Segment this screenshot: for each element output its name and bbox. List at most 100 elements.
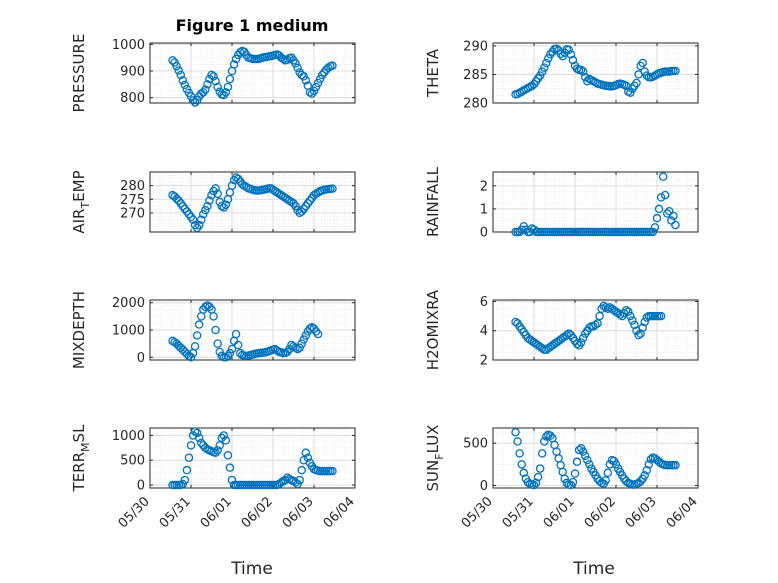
data-point bbox=[537, 344, 547, 353]
data-point bbox=[611, 460, 621, 469]
x-tick-label: 06/04 bbox=[321, 494, 358, 531]
data-point bbox=[576, 65, 586, 75]
data-point bbox=[515, 449, 524, 458]
data-point bbox=[291, 478, 300, 487]
x-tick-label: 05/31 bbox=[157, 494, 194, 531]
data-point bbox=[513, 437, 522, 446]
y-tick-label: 1 bbox=[480, 202, 488, 217]
data-point bbox=[303, 453, 313, 463]
subplot-5: 0 1000 2000 MIXDEPTH bbox=[70, 291, 356, 369]
data-point bbox=[315, 74, 325, 84]
data-point bbox=[211, 325, 220, 335]
data-point bbox=[227, 181, 237, 190]
data-point bbox=[517, 460, 526, 469]
data-point bbox=[196, 215, 206, 224]
x-axis-label-left: Time bbox=[230, 559, 273, 579]
data-point bbox=[209, 312, 218, 321]
data-point bbox=[578, 447, 588, 456]
data-point bbox=[223, 451, 233, 460]
data-point bbox=[642, 71, 652, 80]
data-point bbox=[291, 59, 300, 68]
y-tick-label: 270 bbox=[120, 206, 145, 221]
data-point bbox=[203, 80, 212, 89]
subplot-2: 280 285 290 THETA bbox=[424, 39, 699, 112]
data-point bbox=[603, 304, 613, 314]
data-point bbox=[566, 50, 576, 59]
data-point bbox=[654, 204, 664, 214]
data-point bbox=[184, 453, 194, 463]
data-point bbox=[211, 184, 220, 193]
data-point bbox=[540, 63, 549, 72]
data-point bbox=[622, 305, 631, 315]
y-axis-label: RAINFALL bbox=[424, 166, 442, 237]
data-point bbox=[225, 74, 235, 84]
x-tick-label: 06/03 bbox=[623, 494, 660, 531]
data-point bbox=[305, 88, 315, 97]
data-point bbox=[646, 455, 656, 464]
data-point bbox=[638, 323, 647, 333]
data-point bbox=[626, 88, 635, 97]
data-point bbox=[542, 58, 551, 68]
data-point bbox=[188, 96, 198, 105]
data-point bbox=[313, 329, 323, 339]
y-axis-label: PRESSURE bbox=[70, 34, 88, 113]
data-point bbox=[215, 441, 224, 450]
data-point bbox=[211, 448, 220, 458]
data-point bbox=[603, 468, 613, 478]
data-point bbox=[293, 479, 302, 489]
data-point bbox=[180, 80, 190, 90]
data-point bbox=[297, 465, 306, 475]
data-point bbox=[601, 476, 611, 485]
data-point bbox=[311, 82, 321, 92]
data-point bbox=[615, 310, 625, 319]
data-point bbox=[201, 443, 210, 453]
data-point bbox=[221, 88, 231, 97]
axes-box bbox=[149, 171, 356, 233]
data-point bbox=[278, 54, 288, 64]
x-tick-label: 06/04 bbox=[664, 494, 701, 531]
y-tick-label: 2 bbox=[480, 179, 488, 194]
data-point bbox=[578, 333, 588, 343]
data-point bbox=[186, 92, 196, 101]
x-tick-label: 05/30 bbox=[116, 494, 153, 531]
data-point bbox=[542, 432, 551, 441]
data-point bbox=[660, 190, 670, 200]
data-point bbox=[203, 201, 212, 211]
data-point bbox=[297, 339, 306, 348]
data-point bbox=[201, 205, 210, 215]
y-tick-label: 6 bbox=[480, 295, 488, 310]
x-tick-label: 05/31 bbox=[500, 494, 537, 531]
data-point bbox=[297, 70, 306, 80]
data-point bbox=[537, 67, 547, 76]
data-point bbox=[634, 330, 643, 340]
data-point bbox=[283, 473, 292, 482]
data-point bbox=[671, 460, 680, 470]
data-point bbox=[562, 478, 572, 488]
data-point bbox=[207, 70, 216, 80]
y-tick-label: 280 bbox=[463, 97, 488, 112]
data-point bbox=[585, 460, 594, 469]
data-point bbox=[190, 342, 200, 351]
data-point bbox=[192, 331, 202, 340]
data-point bbox=[233, 340, 243, 350]
y-axis-label: THETA bbox=[424, 48, 442, 98]
data-point bbox=[213, 446, 222, 455]
y-tick-label: 280 bbox=[120, 179, 145, 194]
data-point bbox=[638, 58, 647, 68]
data-point bbox=[178, 76, 188, 85]
y-tick-label: 4 bbox=[480, 324, 488, 339]
data-point bbox=[221, 436, 231, 445]
y-axis-label: H2OMIXRA bbox=[424, 289, 442, 370]
data-point bbox=[568, 55, 578, 65]
data-point bbox=[192, 428, 202, 438]
data-point bbox=[583, 455, 592, 465]
data-point bbox=[624, 307, 633, 316]
data-point bbox=[519, 468, 529, 478]
subplot-7: 0 500 1000 05/30 05/31 06/01 06/02 06/03 06/04 TE… bbox=[70, 424, 358, 531]
data-point bbox=[535, 464, 545, 473]
y-tick-label: 0 bbox=[480, 226, 488, 241]
data-point bbox=[328, 466, 337, 476]
data-point bbox=[550, 440, 559, 450]
data-point bbox=[194, 220, 204, 230]
